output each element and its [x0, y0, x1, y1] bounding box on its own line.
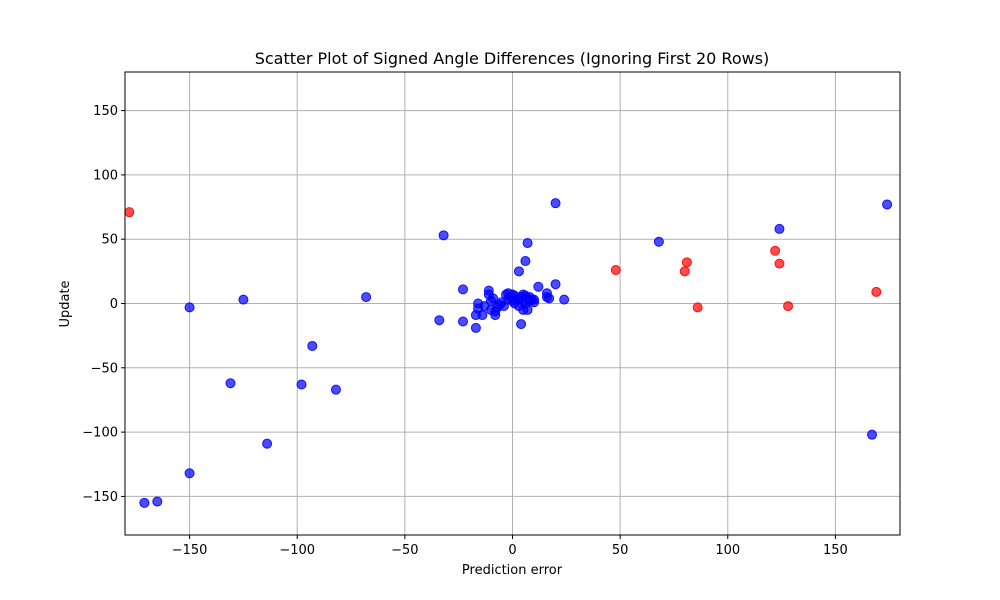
data-points — [124, 198, 893, 508]
y-tick-label: 100 — [93, 168, 118, 183]
x-tick-label: −150 — [172, 543, 208, 558]
data-point — [522, 304, 533, 315]
data-point — [470, 322, 481, 333]
x-tick-label: −100 — [279, 543, 315, 558]
data-point — [783, 301, 794, 312]
y-tick-label: 0 — [110, 297, 118, 312]
data-point — [516, 319, 527, 330]
data-point — [184, 468, 195, 479]
data-point — [457, 284, 468, 295]
data-point — [679, 266, 690, 277]
data-point — [139, 497, 150, 508]
data-point — [774, 223, 785, 234]
y-axis-label: Update — [58, 280, 73, 327]
y-tick-label: −100 — [82, 426, 118, 441]
data-point — [330, 384, 341, 395]
data-point — [522, 238, 533, 249]
data-point — [488, 293, 499, 304]
data-point — [529, 294, 540, 305]
data-point — [550, 198, 561, 209]
data-point — [361, 292, 372, 303]
y-tick-label: −50 — [91, 361, 118, 376]
data-point — [867, 429, 878, 440]
data-point — [225, 378, 236, 389]
data-point — [438, 230, 449, 241]
data-point — [296, 379, 307, 390]
data-point — [477, 310, 488, 321]
data-point — [882, 199, 893, 210]
y-tick-label: 50 — [101, 233, 118, 248]
data-point — [544, 293, 555, 304]
data-point — [124, 207, 135, 218]
y-tick-label: −150 — [82, 490, 118, 505]
data-point — [559, 294, 570, 305]
data-point — [770, 245, 781, 256]
chart-title: Scatter Plot of Signed Angle Differences… — [255, 49, 770, 68]
data-point — [238, 294, 249, 305]
data-point — [533, 281, 544, 292]
data-point — [513, 266, 524, 277]
data-point — [457, 316, 468, 327]
data-point — [774, 258, 785, 269]
data-point — [550, 279, 561, 290]
x-tick-label: 0 — [508, 543, 516, 558]
data-point — [520, 256, 531, 267]
data-point — [184, 302, 195, 313]
data-point — [871, 286, 882, 297]
x-axis-label: Prediction error — [462, 563, 563, 578]
data-point — [262, 438, 273, 449]
x-tick-label: 100 — [715, 543, 740, 558]
data-point — [152, 496, 163, 507]
data-point — [653, 236, 664, 247]
x-tick-label: 50 — [612, 543, 629, 558]
axis-ticks: −150 −100 −50 0 50 100 150 −150 −100 −50 0 50 100 150 — [82, 104, 848, 558]
x-tick-label: 150 — [823, 543, 848, 558]
data-point — [307, 340, 318, 351]
data-point — [434, 315, 445, 326]
y-tick-label: 150 — [93, 104, 118, 119]
data-point — [692, 302, 703, 313]
x-tick-label: −50 — [391, 543, 418, 558]
data-point — [681, 257, 692, 268]
data-point — [610, 265, 621, 276]
